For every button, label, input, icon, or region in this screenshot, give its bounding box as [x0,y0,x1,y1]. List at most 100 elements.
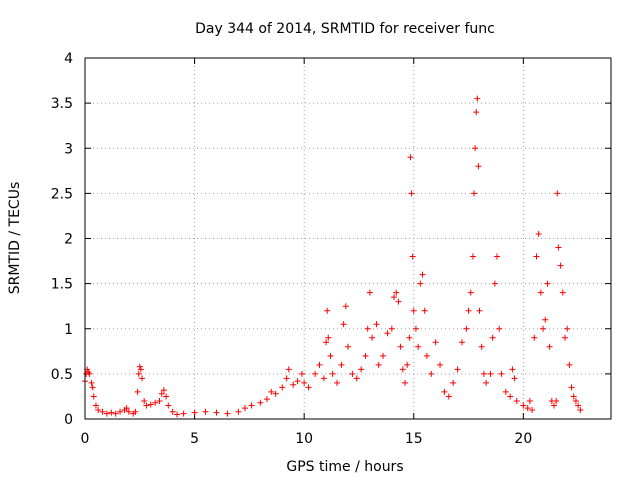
data-point [325,334,332,341]
data-point [134,388,141,395]
data-point [551,402,558,409]
data-point [404,361,411,368]
data-point [327,352,334,359]
data-point [415,343,422,350]
data-point [213,409,220,416]
data-point [191,409,198,416]
data-point [575,402,582,409]
data-point [241,405,248,412]
data-point [531,334,538,341]
data-point [559,289,566,296]
data-point [520,402,527,409]
y-tick-label: 2 [64,232,73,248]
data-point [458,339,465,346]
data-point [524,405,531,412]
data-point [465,307,472,314]
data-point [135,370,142,377]
data-point [475,163,482,170]
data-point [428,370,435,377]
data-point [391,294,398,301]
y-tick-label: 3.5 [51,96,73,112]
data-point [467,289,474,296]
data-point [537,289,544,296]
y-tick-label: 0.5 [51,367,73,383]
data-point [103,410,110,417]
data-point [577,406,584,413]
x-tick-label: 15 [405,431,423,447]
data-point [257,399,264,406]
data-point [112,410,119,417]
data-point [572,397,579,404]
data-point [169,408,176,415]
data-point [412,325,419,332]
data-point [125,408,132,415]
plot-frame [84,57,612,420]
data-point [535,230,542,237]
data-point [123,405,130,412]
data-point [472,145,479,152]
data-point [546,343,553,350]
data-point [358,366,365,373]
data-point [423,352,430,359]
data-point [141,397,148,404]
data-point [507,393,514,400]
data-point [445,393,452,400]
data-point [320,375,327,382]
data-point [561,334,568,341]
x-axis-label: GPS time / hours [286,459,403,475]
data-point [345,343,351,350]
data-point [384,330,391,337]
data-point [491,280,498,287]
data-point [117,408,124,415]
data-point [437,361,444,368]
data-point [513,397,520,404]
data-point [401,379,408,386]
grid-lines [84,57,611,420]
x-tick-label: 10 [295,431,313,447]
data-point [502,388,509,395]
data-point [283,375,290,382]
y-tick-label: 2.5 [51,186,73,202]
data-point [542,316,549,323]
data-point [290,381,297,388]
data-point [557,262,564,269]
x-tick-label: 0 [81,431,90,447]
data-point [353,375,360,382]
data-point [476,307,483,314]
data-point [489,334,496,341]
data-point [301,379,308,386]
y-tick-label: 0 [64,412,73,428]
data-point [137,366,144,373]
data-point [235,408,242,415]
data-point [156,397,163,404]
data-point [324,307,331,314]
data-point [496,325,503,332]
data-point [323,339,330,346]
y-axis-label: SRMTID / TECUs [7,182,23,295]
data-point [554,190,561,197]
data-point [165,402,172,409]
data-point [298,370,305,377]
data-point [160,387,167,394]
data-point [147,401,154,408]
data-point [132,408,139,415]
data-point [432,339,439,346]
data-point [248,402,255,409]
data-point [564,325,571,332]
data-point [305,384,312,391]
data-point [417,280,424,287]
data-point [138,375,145,382]
data-point [399,366,406,373]
data-point [349,370,356,377]
data-point [86,370,93,377]
data-point [544,280,551,287]
data-point [553,397,560,404]
data-point [202,408,209,415]
data-point [568,384,575,391]
y-tick-label: 4 [64,51,73,67]
data-point [279,384,286,391]
data-point [463,325,470,332]
data-point [163,393,170,400]
data-point [566,361,573,368]
